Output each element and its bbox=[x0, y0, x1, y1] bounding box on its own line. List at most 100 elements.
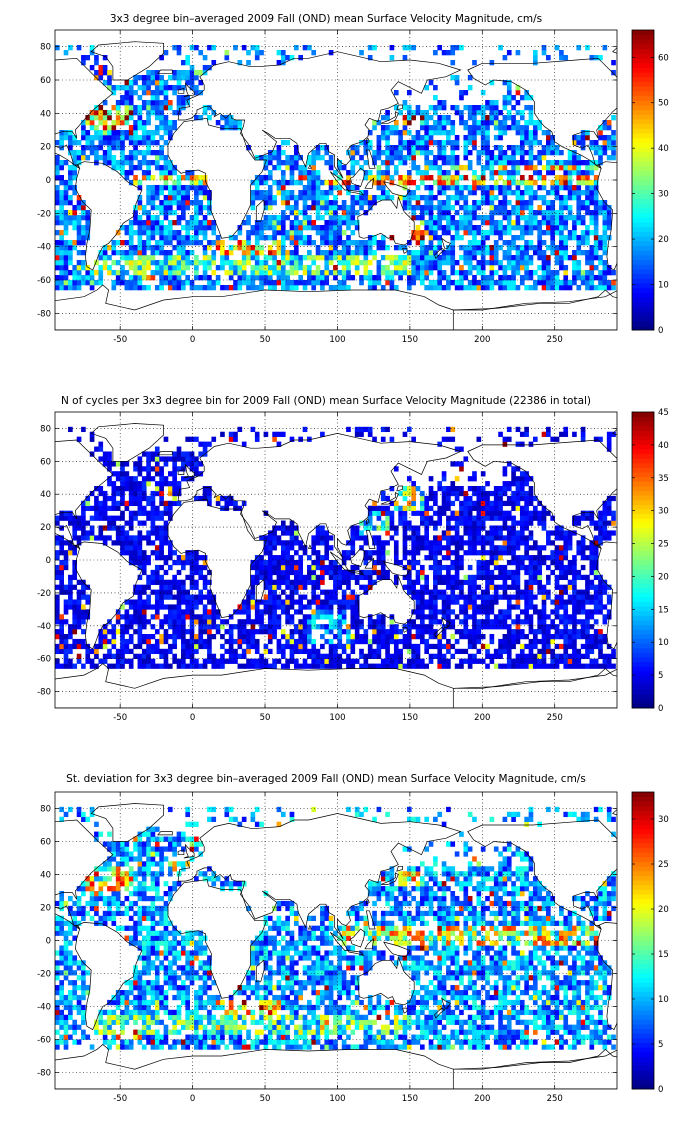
heatmap-bin bbox=[511, 115, 516, 121]
heatmap-bin bbox=[459, 564, 464, 571]
heatmap-bin bbox=[272, 260, 277, 266]
heatmap-bin bbox=[606, 663, 612, 669]
heatmap-bin bbox=[589, 160, 595, 166]
heatmap-bin bbox=[385, 130, 390, 136]
heatmap-bin bbox=[289, 165, 295, 171]
heatmap-bin bbox=[563, 225, 569, 231]
heatmap-bin bbox=[598, 160, 603, 166]
heatmap-bin bbox=[89, 125, 95, 131]
heatmap-bin bbox=[472, 145, 477, 151]
heatmap-bin bbox=[541, 130, 547, 136]
heatmap-bin bbox=[420, 115, 425, 121]
heatmap-bin bbox=[167, 564, 173, 571]
x-tick-label: 50 bbox=[260, 335, 271, 345]
colorbar-swatch bbox=[632, 320, 654, 326]
heatmap-bin bbox=[354, 270, 360, 276]
heatmap-bin bbox=[250, 200, 256, 206]
heatmap-bin bbox=[346, 190, 351, 196]
heatmap-bin bbox=[159, 210, 164, 216]
heatmap-bin bbox=[541, 643, 547, 650]
colorbar-swatch bbox=[632, 137, 654, 143]
heatmap-bin bbox=[380, 185, 386, 191]
heatmap-bin bbox=[259, 250, 264, 256]
colorbar-swatch bbox=[632, 44, 654, 50]
heatmap-bin bbox=[159, 75, 164, 81]
heatmap-bin bbox=[406, 285, 412, 291]
heatmap-bin bbox=[585, 594, 590, 600]
heatmap-bin bbox=[532, 210, 538, 216]
heatmap-bin bbox=[550, 180, 556, 186]
heatmap-bin bbox=[380, 555, 386, 561]
heatmap-bin bbox=[428, 125, 434, 131]
heatmap-bin bbox=[350, 589, 356, 595]
heatmap-bin bbox=[285, 165, 290, 171]
heatmap-bin bbox=[267, 220, 273, 226]
heatmap-bin bbox=[372, 653, 377, 659]
heatmap-bin bbox=[315, 250, 321, 256]
heatmap-bin bbox=[124, 95, 130, 101]
heatmap-bin bbox=[354, 624, 360, 630]
heatmap-bin bbox=[72, 564, 78, 571]
heatmap-bin bbox=[228, 260, 234, 266]
heatmap-bin bbox=[598, 135, 603, 141]
heatmap-bin bbox=[124, 260, 130, 266]
heatmap-bin bbox=[141, 105, 147, 111]
heatmap-bin bbox=[254, 225, 260, 231]
heatmap-bin bbox=[237, 663, 243, 669]
heatmap-bin bbox=[302, 579, 308, 585]
heatmap-bin bbox=[276, 145, 282, 151]
heatmap-bin bbox=[307, 155, 312, 161]
heatmap-bin bbox=[393, 285, 399, 291]
heatmap-bin bbox=[502, 265, 508, 271]
heatmap-bin bbox=[502, 170, 508, 176]
heatmap-bin bbox=[63, 285, 69, 291]
heatmap-bin bbox=[315, 150, 321, 156]
heatmap-bin bbox=[380, 190, 386, 196]
heatmap-bin bbox=[532, 165, 538, 171]
heatmap-bin bbox=[150, 643, 156, 650]
heatmap-bin bbox=[493, 663, 499, 669]
heatmap-bin bbox=[194, 619, 199, 625]
heatmap-bin bbox=[489, 634, 495, 640]
heatmap-bin bbox=[428, 115, 434, 121]
heatmap-bin bbox=[120, 604, 125, 610]
heatmap-bin bbox=[502, 195, 508, 201]
heatmap-bin bbox=[350, 643, 356, 650]
heatmap-bin bbox=[311, 624, 317, 630]
heatmap-bin bbox=[133, 130, 138, 136]
heatmap-bin bbox=[276, 638, 282, 645]
heatmap-bin bbox=[128, 599, 134, 605]
heatmap-bin bbox=[307, 275, 312, 281]
heatmap-bin bbox=[559, 195, 564, 201]
heatmap-bin bbox=[506, 170, 512, 176]
heatmap-bin bbox=[346, 599, 351, 605]
heatmap-bin bbox=[602, 205, 608, 211]
heatmap-bin bbox=[320, 564, 325, 571]
heatmap-bin bbox=[289, 55, 295, 61]
heatmap-bin bbox=[546, 205, 551, 211]
heatmap-bin bbox=[519, 210, 525, 216]
heatmap-bin bbox=[298, 599, 303, 605]
heatmap-bin bbox=[102, 100, 108, 106]
heatmap-bin bbox=[585, 210, 590, 216]
heatmap-bin bbox=[137, 185, 143, 191]
heatmap-bin bbox=[98, 65, 104, 71]
heatmap-bin bbox=[124, 85, 130, 91]
heatmap-bin bbox=[554, 653, 560, 659]
heatmap-bin bbox=[98, 120, 104, 126]
heatmap-bin bbox=[220, 663, 225, 669]
heatmap-bin bbox=[428, 175, 434, 181]
heatmap-bin bbox=[367, 619, 373, 625]
heatmap-bin bbox=[467, 240, 473, 246]
heatmap-bin bbox=[163, 653, 169, 659]
heatmap-bin bbox=[59, 634, 64, 640]
heatmap-bin bbox=[463, 120, 469, 126]
heatmap-bin bbox=[63, 195, 69, 201]
coastline bbox=[55, 57, 114, 170]
heatmap-bin bbox=[459, 195, 464, 201]
heatmap-bin bbox=[320, 235, 325, 241]
heatmap-bin bbox=[181, 270, 186, 276]
heatmap-bin bbox=[89, 145, 95, 151]
heatmap-bin bbox=[519, 150, 525, 156]
heatmap-bin bbox=[198, 599, 204, 605]
